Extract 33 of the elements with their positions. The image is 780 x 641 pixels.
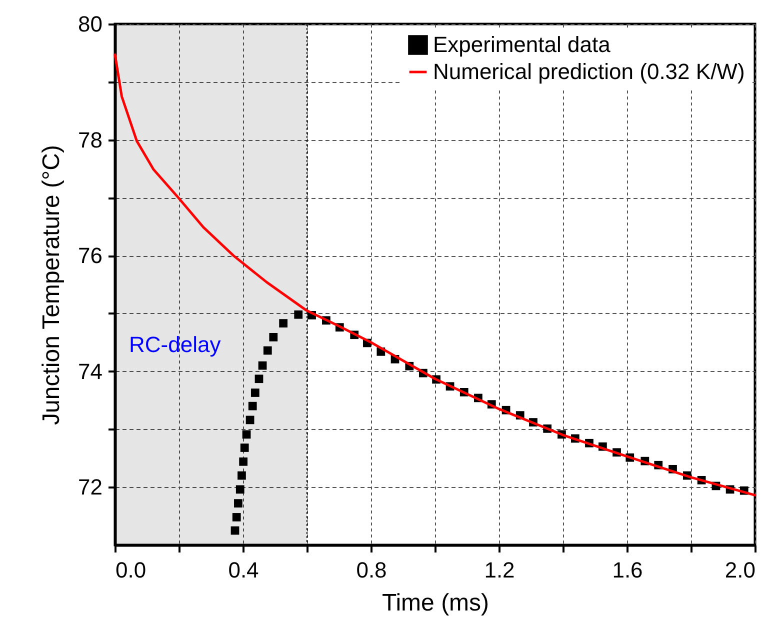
point: [242, 430, 251, 439]
point: [238, 471, 246, 480]
text: 0.0: [116, 558, 146, 582]
point: [236, 485, 244, 494]
point: [279, 319, 288, 328]
x-tick-label: 0.4: [228, 558, 259, 582]
point: [294, 310, 303, 319]
x-tick-label: 0.8: [356, 558, 387, 582]
y-tick-label: 72: [78, 474, 102, 500]
point: [263, 346, 272, 355]
y-tick-label: 80: [78, 12, 102, 36]
x-axis-title: Time (ms): [382, 590, 490, 616]
point: [246, 416, 254, 424]
point: [234, 499, 242, 508]
point: [248, 402, 257, 410]
x-tick-label: 1.6: [612, 558, 643, 582]
point: [239, 457, 248, 466]
point: [250, 388, 260, 397]
point: [258, 361, 267, 370]
point: [240, 444, 249, 452]
y-axis-title: Junction Temperature (°C): [38, 145, 66, 425]
point: [230, 526, 240, 535]
y-tick-label: 78: [78, 127, 102, 152]
y-tick-label: 76: [78, 243, 102, 268]
text: 2.0: [724, 558, 756, 582]
point: [254, 374, 264, 384]
point: [269, 332, 278, 342]
point: [232, 513, 241, 522]
band-label: RC-delay: [129, 332, 221, 357]
y-tick-label: 74: [78, 358, 102, 384]
legend-label: Experimental data: [433, 32, 612, 57]
legend-label: Numerical prediction (0.32 K/W): [433, 59, 745, 84]
x-tick-label: 1.2: [484, 558, 515, 582]
